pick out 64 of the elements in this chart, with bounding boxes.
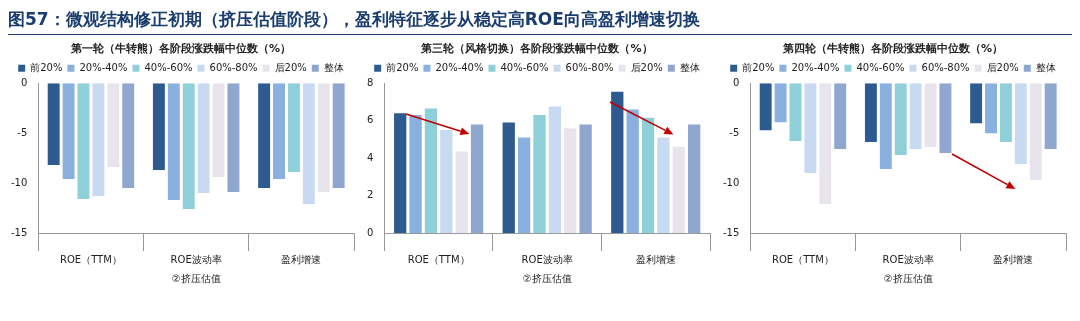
legend-label: 40%-60%: [500, 61, 549, 73]
y-tick-label: 0: [366, 226, 374, 238]
y-tick-label: 0: [732, 76, 740, 88]
chart-title: 第三轮（风格切换）各阶段涨跌幅中位数（%）: [420, 42, 653, 56]
x-tick-label: 盈利增速: [635, 253, 676, 265]
legend-label: 整体: [1035, 61, 1056, 73]
bar: [409, 115, 422, 233]
legend-label: 前20%: [386, 61, 419, 73]
x-tick-label: ROE波动率: [170, 253, 222, 265]
y-tick-label: 0: [20, 76, 28, 88]
x-tick-label: ROE（TTM）: [772, 253, 834, 265]
bar: [548, 106, 562, 233]
bar: [394, 113, 407, 233]
chart-title: 第四轮（牛转熊）各阶段涨跌幅中位数（%）: [781, 42, 1004, 56]
bar: [688, 124, 701, 233]
x-tick-label: ROE波动率: [521, 253, 573, 265]
x-axis-title: ②挤压估值: [522, 272, 572, 284]
y-tick-label: -15: [10, 226, 28, 238]
y-tick-label: 6: [366, 114, 374, 126]
bar: [626, 109, 639, 233]
y-tick-label: 2: [366, 189, 374, 201]
bar: [533, 115, 546, 233]
bar: [611, 91, 624, 233]
legend-label: 20%-40%: [435, 61, 484, 73]
y-tick-label: -15: [722, 226, 740, 238]
legend-label: 40%-60%: [144, 61, 193, 73]
bar: [440, 130, 453, 233]
legend-label: 后20%: [274, 61, 307, 73]
legend-label: 40%-60%: [856, 61, 905, 73]
legend-label: 60%-80%: [921, 61, 970, 73]
y-tick-label: -10: [10, 176, 28, 188]
bar: [455, 151, 468, 233]
y-tick-label: -5: [729, 126, 740, 138]
x-tick-label: ROE（TTM）: [60, 253, 122, 265]
y-tick-label: 4: [366, 151, 374, 163]
bar: [579, 124, 592, 233]
legend-label: 60%-80%: [209, 61, 258, 73]
bar: [502, 122, 515, 233]
x-axis-title: ②挤压估值: [883, 272, 933, 284]
x-tick-label: ROE波动率: [882, 253, 934, 265]
legend-label: 前20%: [742, 61, 775, 73]
x-tick-label: ROE（TTM）: [407, 253, 470, 265]
y-tick-label: -10: [722, 176, 740, 188]
y-tick-label: 8: [366, 76, 374, 88]
bar: [672, 146, 685, 233]
legend-label: 20%-40%: [791, 61, 840, 73]
bar: [470, 124, 484, 233]
bar: [564, 128, 577, 233]
legend-label: 前20%: [30, 61, 63, 73]
x-tick-label: 盈利增速: [281, 253, 322, 265]
text: 图57：微观结构修正初期（挤压估值阶段），盈利特征逐步从稳定高ROE向高盈利增速切换: [8, 8, 1072, 35]
y-tick-label: -5: [17, 126, 28, 138]
x-tick-label: 盈利增速: [993, 253, 1034, 265]
legend-label: 整体: [679, 61, 700, 73]
bar: [517, 137, 531, 233]
legend-label: 后20%: [986, 61, 1019, 73]
legend-label: 后20%: [630, 61, 663, 73]
bar: [424, 108, 438, 233]
legend-label: 整体: [323, 61, 344, 73]
legend-label: 20%-40%: [79, 61, 128, 73]
chart-title: 第一轮（牛转熊）各阶段涨跌幅中位数（%）: [69, 42, 292, 56]
legend-label: 60%-80%: [565, 61, 614, 73]
bar: [641, 117, 655, 233]
x-axis-title: ②挤压估值: [171, 272, 221, 284]
